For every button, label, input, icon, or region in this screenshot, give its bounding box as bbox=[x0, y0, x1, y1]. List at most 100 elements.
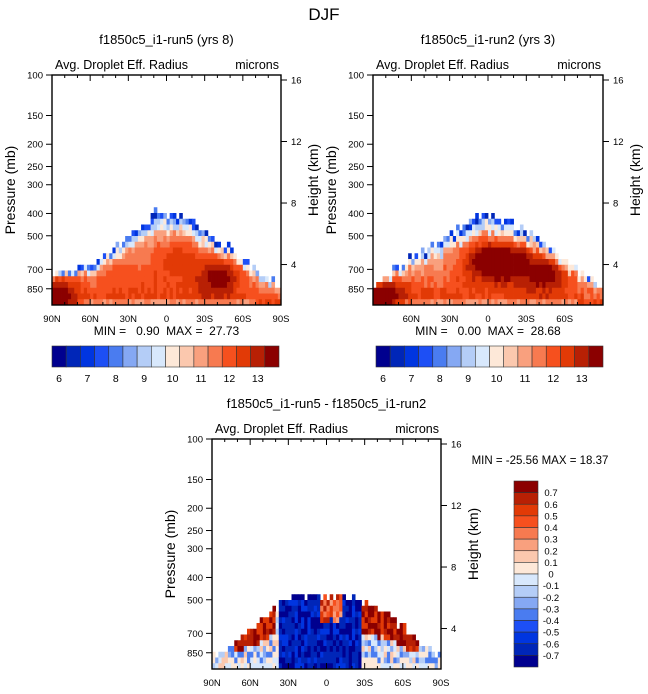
heatmap-cell bbox=[147, 299, 151, 306]
heatmap-cell bbox=[491, 218, 495, 225]
heatmap-cell bbox=[339, 657, 343, 664]
heatmap-cell bbox=[348, 623, 353, 630]
heatmap-cell bbox=[220, 270, 225, 277]
heatmap-cell bbox=[160, 241, 164, 248]
heatmap-cell bbox=[329, 640, 334, 647]
heatmap-cell bbox=[449, 247, 454, 254]
heatmap-cell bbox=[99, 259, 104, 266]
heatmap-cell bbox=[198, 276, 202, 283]
heatmap-cell bbox=[358, 628, 362, 635]
heatmap-cell bbox=[449, 276, 454, 283]
heatmap-cell bbox=[440, 253, 444, 260]
heatmap-cell bbox=[266, 646, 270, 653]
heatmap-cell bbox=[310, 651, 315, 658]
heatmap-cell bbox=[545, 287, 550, 294]
heatmap-cell bbox=[449, 236, 454, 243]
heatmap-cell bbox=[83, 287, 88, 294]
heatmap-cell bbox=[409, 651, 413, 658]
heatmap-cell bbox=[558, 299, 562, 306]
heatmap-cell bbox=[99, 276, 104, 283]
heatmap-cell bbox=[269, 651, 273, 658]
heatmap-cell bbox=[185, 236, 190, 243]
heatmap-cell bbox=[345, 623, 350, 630]
heatmap-cell bbox=[481, 213, 486, 220]
heatmap-cell bbox=[121, 253, 126, 260]
heatmap-cell bbox=[371, 634, 375, 641]
heatmap-cell bbox=[102, 276, 107, 283]
heatmap-cell bbox=[307, 605, 311, 612]
heatmap-cell bbox=[121, 264, 126, 271]
heatmap-cell bbox=[250, 657, 254, 664]
heatmap-cell bbox=[424, 253, 428, 260]
heatmap-cell bbox=[272, 611, 277, 618]
heatmap-cell bbox=[169, 282, 174, 289]
heatmap-cell bbox=[201, 276, 206, 283]
heatmap-cell bbox=[156, 282, 161, 289]
heatmap-cell bbox=[342, 663, 346, 670]
heatmap-cell bbox=[137, 287, 142, 294]
heatmap-cell bbox=[523, 287, 527, 294]
heatmap-cell bbox=[239, 276, 244, 283]
heatmap-cell bbox=[179, 287, 183, 294]
heatmap-cell bbox=[488, 276, 492, 283]
heatmap-cell bbox=[326, 634, 331, 641]
heatmap-cell bbox=[188, 282, 193, 289]
heatmap-cell bbox=[500, 236, 505, 243]
heatmap-cell bbox=[169, 264, 174, 271]
heatmap-cell bbox=[74, 276, 78, 283]
heatmap-cell bbox=[371, 611, 375, 618]
heatmap-cell bbox=[137, 264, 142, 271]
heatmap-cell bbox=[380, 646, 385, 653]
heatmap-cell bbox=[377, 611, 381, 618]
heatmap-cell bbox=[539, 247, 543, 254]
heatmap-cell bbox=[172, 276, 177, 283]
heatmap-cell bbox=[386, 657, 391, 664]
heatmap-cell bbox=[361, 663, 366, 670]
heatmap-cell bbox=[427, 253, 431, 260]
heatmap-cell bbox=[564, 293, 569, 300]
heatmap-cell bbox=[564, 276, 569, 283]
heatmap-cell bbox=[430, 287, 435, 294]
heatmap-cell bbox=[255, 287, 260, 294]
heatmap-cell bbox=[500, 247, 505, 254]
heatmap-cell bbox=[355, 600, 359, 607]
heatmap-cell bbox=[294, 605, 299, 612]
heatmap-cell bbox=[510, 241, 514, 248]
heatmap-cell bbox=[230, 270, 234, 277]
heatmap-cell bbox=[182, 276, 186, 283]
heatmap-cell bbox=[526, 247, 530, 254]
heatmap-cell bbox=[144, 299, 148, 306]
heatmap-cell bbox=[83, 264, 88, 271]
heatmap-cell bbox=[266, 628, 270, 635]
heatmap-cell bbox=[358, 651, 362, 658]
heatmap-cell bbox=[294, 600, 299, 607]
heatmap-cell bbox=[320, 634, 324, 641]
heatmap-cell bbox=[513, 299, 518, 306]
heatmap-cell bbox=[465, 247, 470, 254]
x-tick-label: 30N bbox=[280, 678, 298, 689]
heatmap-cell bbox=[106, 299, 110, 306]
heatmap-cell bbox=[288, 663, 292, 670]
heatmap-cell bbox=[513, 236, 518, 243]
heatmap-cell bbox=[364, 611, 369, 618]
heatmap-cell bbox=[77, 270, 82, 277]
heatmap-cell bbox=[539, 276, 543, 283]
heatmap-cell bbox=[507, 293, 511, 300]
heatmap-cell bbox=[153, 253, 158, 260]
heatmap-cell bbox=[456, 241, 460, 248]
heatmap-cell bbox=[258, 299, 263, 306]
heatmap-cell bbox=[243, 657, 248, 664]
heatmap-cell bbox=[399, 663, 404, 670]
heatmap-cell bbox=[233, 253, 237, 260]
heatmap-cell bbox=[427, 287, 431, 294]
heatmap-cell bbox=[348, 646, 353, 653]
heatmap-cell bbox=[383, 657, 388, 664]
heatmap-cell bbox=[191, 282, 196, 289]
heatmap-cell bbox=[336, 657, 340, 664]
heatmap-cell bbox=[275, 617, 280, 624]
heatmap-cell bbox=[398, 299, 403, 306]
heatmap-cell bbox=[316, 623, 321, 630]
heatmap-cell bbox=[408, 276, 412, 283]
heatmap-cell bbox=[316, 611, 321, 618]
heatmap-cell bbox=[220, 282, 225, 289]
